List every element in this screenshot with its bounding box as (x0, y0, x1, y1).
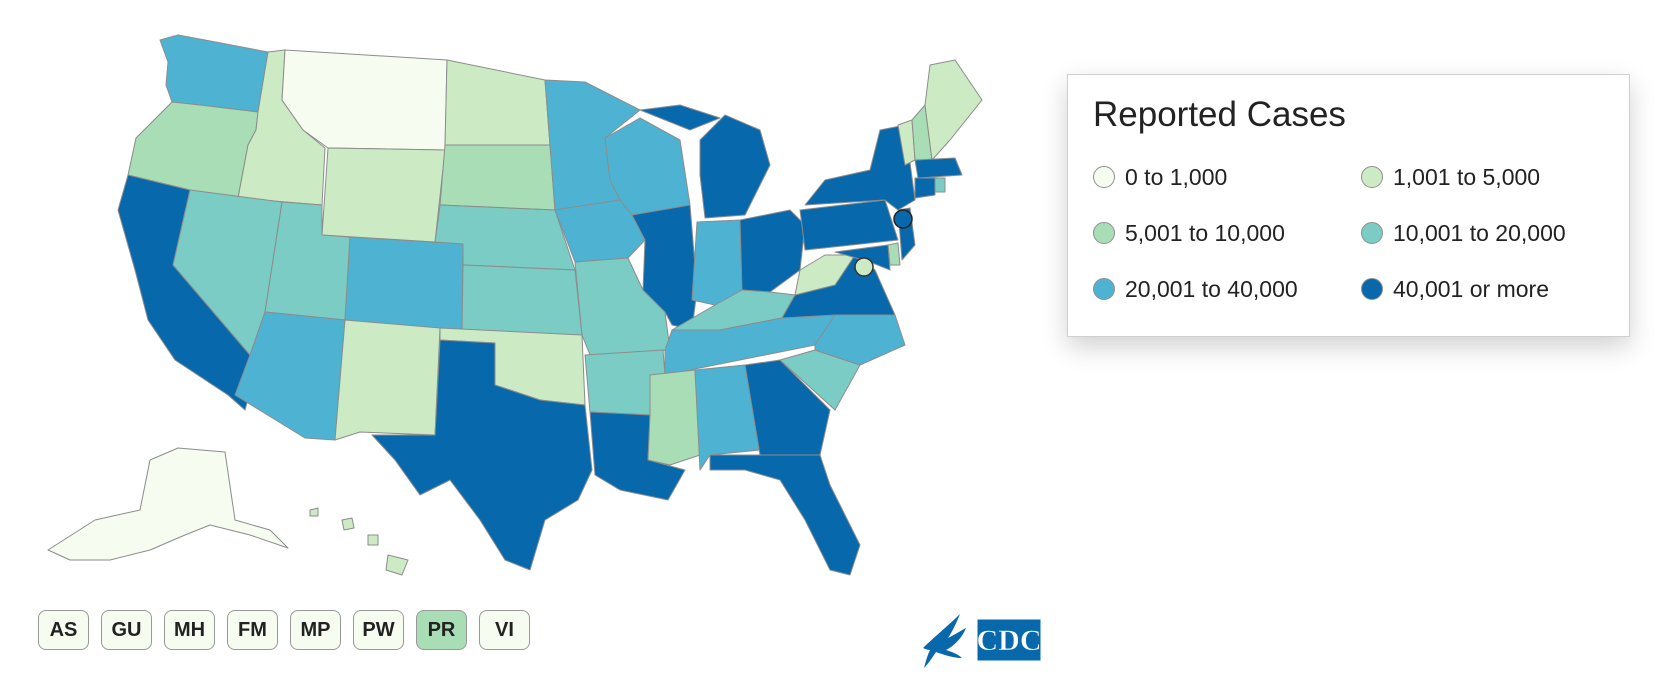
legend-item: 1,001 to 5,000 (1361, 163, 1613, 191)
legend-title: Reported Cases (1093, 95, 1346, 134)
state-pa[interactable] (799, 199, 899, 251)
state-hi[interactable] (309, 507, 409, 576)
legend: Reported Cases 0 to 1,000 1,001 to 5,000… (1067, 74, 1630, 337)
legend-label: 0 to 1,000 (1125, 163, 1228, 190)
territory-button-as[interactable]: AS (38, 610, 89, 650)
territory-button-vi[interactable]: VI (479, 610, 530, 650)
territory-button-mh[interactable]: MH (164, 610, 215, 650)
legend-label: 10,001 to 20,000 (1393, 219, 1566, 246)
state-il[interactable] (631, 204, 698, 331)
state-me[interactable] (924, 59, 983, 161)
nyc-marker[interactable] (893, 209, 913, 229)
legend-swatch-icon (1093, 278, 1115, 300)
state-mo[interactable] (574, 257, 671, 356)
state-nd[interactable] (444, 59, 551, 146)
state-ma[interactable] (914, 157, 963, 179)
legend-label: 40,001 or more (1393, 275, 1549, 302)
state-fl[interactable] (709, 454, 861, 576)
legend-item: 0 to 1,000 (1093, 163, 1361, 191)
legend-swatch-icon (1093, 222, 1115, 244)
state-ak[interactable] (47, 447, 289, 561)
state-wy[interactable] (321, 147, 446, 243)
legend-swatch-icon (1361, 222, 1383, 244)
state-ks[interactable] (461, 264, 583, 336)
territory-buttons: AS GU MH FM MP PW PR VI (38, 610, 530, 650)
state-wv[interactable] (794, 254, 856, 296)
legend-item: 5,001 to 10,000 (1093, 219, 1361, 247)
cdc-wordmark: CDC (976, 619, 1042, 661)
legend-label: 5,001 to 10,000 (1125, 219, 1285, 246)
state-nm[interactable] (334, 319, 441, 441)
legend-swatch-icon (1361, 278, 1383, 300)
legend-item: 10,001 to 20,000 (1361, 219, 1613, 247)
state-ri[interactable] (934, 177, 946, 193)
legend-swatch-icon (1093, 166, 1115, 188)
state-mi[interactable] (639, 104, 771, 219)
legend-items: 0 to 1,000 1,001 to 5,000 5,001 to 10,00… (1093, 163, 1613, 303)
territory-button-mp[interactable]: MP (290, 610, 341, 650)
state-sd[interactable] (439, 144, 556, 211)
legend-item: 40,001 or more (1361, 275, 1613, 303)
cdc-logo-text: CDC (977, 624, 1042, 657)
hhs-eagle-icon (923, 614, 966, 668)
legend-item: 20,001 to 40,000 (1093, 275, 1361, 303)
territory-button-pw[interactable]: PW (353, 610, 404, 650)
state-ct[interactable] (914, 177, 936, 199)
state-wa[interactable] (159, 34, 269, 113)
state-al[interactable] (694, 364, 761, 471)
dc-marker[interactable] (854, 257, 874, 277)
legend-label: 20,001 to 40,000 (1125, 275, 1298, 302)
state-tx[interactable] (371, 339, 593, 571)
state-ga[interactable] (744, 359, 831, 456)
state-co[interactable] (344, 236, 464, 333)
cdc-logo: CDC (923, 614, 1042, 668)
state-oh[interactable] (739, 209, 806, 293)
legend-label: 1,001 to 5,000 (1393, 163, 1541, 190)
state-ms[interactable] (647, 369, 701, 466)
territory-button-pr[interactable]: PR (416, 610, 467, 650)
territory-button-fm[interactable]: FM (227, 610, 278, 650)
state-in[interactable] (691, 219, 743, 306)
legend-swatch-icon (1361, 166, 1383, 188)
territory-button-gu[interactable]: GU (101, 610, 152, 650)
state-ny[interactable] (804, 124, 916, 211)
